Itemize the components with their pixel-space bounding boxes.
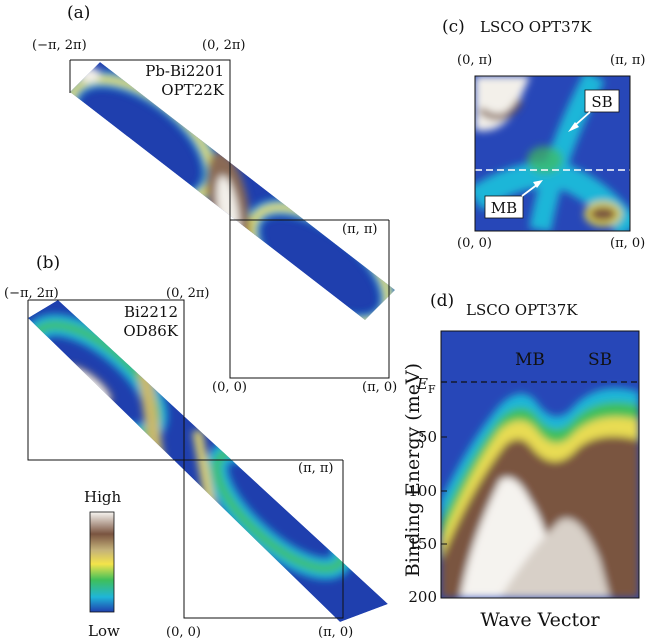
panel-b-corner-bottom-right: (π, 0) xyxy=(318,625,353,640)
panel-b-corner-mid-right: (π, π) xyxy=(298,461,334,476)
panel-b-corner-bottom-mid: (0, 0) xyxy=(166,625,201,640)
panel-c-title: LSCO OPT37K xyxy=(480,18,592,36)
panel-c-letter: (c) xyxy=(442,17,465,37)
panel-d-ytick-200: 200 xyxy=(408,588,437,606)
panel-c-corner-bottom-left: (0, 0) xyxy=(457,236,492,251)
panel-a-corner-top-mid: (0, 2π) xyxy=(202,38,246,53)
colorbar-low-label: Low xyxy=(88,622,120,640)
panel-b-sample-line1: Bi2212 xyxy=(124,303,178,321)
panel-b-letter: (b) xyxy=(36,253,60,273)
panel-d: (d) LSCO OPT37K MB SB EF 50 100 150 200 xyxy=(402,291,639,631)
panel-d-sb-label: SB xyxy=(588,350,612,370)
panel-a-letter: (a) xyxy=(67,3,90,23)
panel-c-mb-label: MB xyxy=(491,199,517,217)
panel-a-corner-mid-right: (π, π) xyxy=(342,222,378,237)
panel-d-map xyxy=(441,331,639,598)
panel-b: (b) (−π, 2π) (0, 2π) Bi2212 OD86K (π, π)… xyxy=(4,253,388,640)
panel-a-sample-line2: OPT22K xyxy=(161,81,224,99)
panel-a-map xyxy=(48,56,408,346)
panel-d-mb-label: MB xyxy=(515,350,545,370)
panel-d-title: LSCO OPT37K xyxy=(466,301,578,319)
panel-c: (c) LSCO OPT37K (0, π) (π, π) SB MB (0, … xyxy=(442,17,646,251)
colorbar xyxy=(90,512,114,612)
panel-d-x-axis-label: Wave Vector xyxy=(480,609,600,631)
colorbar-high-label: High xyxy=(84,488,121,506)
panel-a-corner-bottom-right: (π, 0) xyxy=(362,380,397,395)
panel-b-sample-line2: OD86K xyxy=(123,322,178,340)
panel-b-corner-top-left: (−π, 2π) xyxy=(4,286,59,301)
panel-a-corner-bottom-mid: (0, 0) xyxy=(212,380,247,395)
panel-d-y-axis-label: Binding Energy (meV) xyxy=(402,363,424,577)
panel-c-sb-label: SB xyxy=(591,93,612,111)
panel-c-corner-bottom-right: (π, 0) xyxy=(610,236,645,251)
panel-a-sample-line1: Pb-Bi2201 xyxy=(145,62,224,80)
panel-c-corner-top-left: (0, π) xyxy=(457,53,492,68)
panel-a-corner-top-left: (−π, 2π) xyxy=(32,38,87,53)
panel-d-letter: (d) xyxy=(430,291,454,311)
panel-b-corner-top-mid: (0, 2π) xyxy=(166,286,210,301)
panel-c-corner-top-right: (π, π) xyxy=(610,53,646,68)
